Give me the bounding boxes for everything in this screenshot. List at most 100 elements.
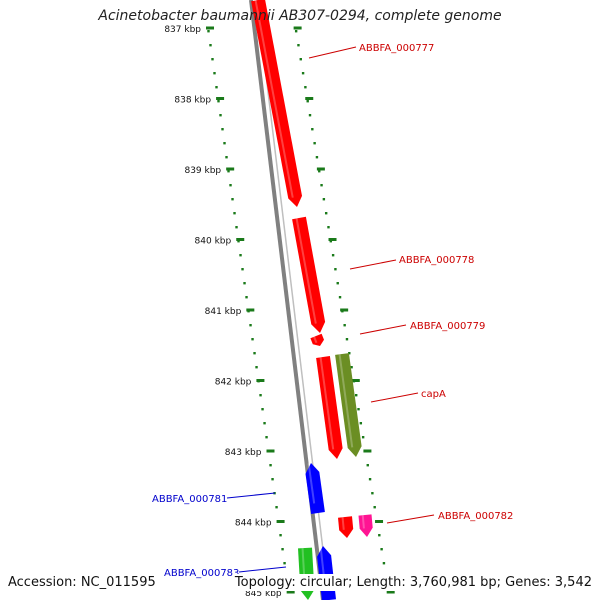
major-tick-mark xyxy=(226,167,235,171)
gene-arrow-abbfa-000777 xyxy=(251,0,302,207)
label-leader-line xyxy=(226,492,276,499)
inner-tick-dot xyxy=(271,478,274,481)
label-leader-line xyxy=(359,324,407,335)
tick-label: 845 kbp xyxy=(245,589,282,599)
outer-tick-dot xyxy=(322,198,326,201)
gene-arrow-abbfa-000779-shade xyxy=(313,336,318,344)
inner-tick-dot xyxy=(223,142,226,145)
major-tick-mark xyxy=(206,26,215,30)
inner-tick-dot xyxy=(261,408,264,411)
inner-tick-dot xyxy=(231,198,234,201)
gene-arrow-abbfa-000784 xyxy=(317,546,336,600)
tick-label: 840 kbp xyxy=(195,237,232,247)
outer-tick-dot xyxy=(348,352,351,355)
gene-arrow-abbfa-000782-shade xyxy=(341,517,345,530)
outer-tick-dot xyxy=(343,324,346,327)
outer-tick-dot xyxy=(378,534,381,537)
gene-label-g783: ABBFA_000783 xyxy=(164,568,239,579)
inner-tick-dot xyxy=(255,366,258,369)
gene-arrow-abbfa-000782 xyxy=(338,516,354,538)
inner-tick-dot xyxy=(245,296,248,299)
tick-layer: 837 kbp 838 kbp 839 kbp 840 kbp 841 kbp 842 k… xyxy=(164,25,395,599)
outer-tick-dot xyxy=(306,100,309,103)
tick-label: 842 kbp xyxy=(215,378,252,388)
outer-tick-dot xyxy=(331,254,335,257)
gene-arrow-abbfa-000781-shade xyxy=(307,463,316,504)
gene-arrow-abbfa-000777-shade xyxy=(254,0,294,198)
outer-tick-dot xyxy=(318,170,321,173)
outer-tick-dot xyxy=(304,86,307,89)
inner-tick-dot xyxy=(221,128,224,131)
outer-tick-dot xyxy=(350,366,353,369)
topology-text: Topology: circular; Length: 3,760,981 bp… xyxy=(232,574,594,591)
outer-tick-dot xyxy=(373,506,376,509)
inner-tick-dot xyxy=(265,436,268,439)
tick-label: 843 kbp xyxy=(225,448,262,458)
gene-arrow-abbfa-000781 xyxy=(305,463,325,514)
inner-tick-dot xyxy=(225,156,228,159)
major-tick-mark-outer xyxy=(375,520,384,523)
major-tick-mark-outer xyxy=(316,167,325,171)
tick-label: 839 kbp xyxy=(184,166,221,176)
map-title: Acinetobacter baumannii AB307-0294, comp… xyxy=(98,8,502,24)
major-tick-mark-outer xyxy=(351,379,360,382)
inner-tick-dot xyxy=(207,30,210,33)
gene-arrow-abbfa-000778-shade xyxy=(295,218,317,324)
inner-tick-dot xyxy=(229,184,232,187)
outer-tick-dot xyxy=(294,30,298,33)
outer-tick-dot xyxy=(371,492,374,495)
major-tick-mark-outer xyxy=(340,308,349,312)
outer-tick-dot xyxy=(361,436,365,439)
outer-tick-dot xyxy=(311,128,314,131)
label-leader-line xyxy=(349,259,397,270)
inner-tick-dot xyxy=(283,562,286,565)
outer-tick-dot xyxy=(366,464,369,467)
outer-tick-dot xyxy=(320,184,323,187)
outer-tick-dot xyxy=(357,408,360,411)
inner-tick-dot xyxy=(263,422,266,425)
inner-tick-dot xyxy=(259,394,262,397)
outer-tick-dot xyxy=(329,240,332,243)
gene-arrow-abbfa-000780-shade xyxy=(319,357,335,450)
outer-tick-dot xyxy=(297,44,300,47)
gene-arrow-abbfa-000780 xyxy=(316,356,343,459)
inner-tick-dot xyxy=(213,72,216,75)
outer-tick-dot xyxy=(315,156,319,159)
outer-tick-dot xyxy=(308,114,312,117)
major-tick-mark xyxy=(216,97,225,100)
gene-features xyxy=(251,0,373,600)
tick-label: 844 kbp xyxy=(235,519,272,529)
gene-arrow-abbfa-000782-partner-shade xyxy=(361,515,365,529)
outer-tick-dot xyxy=(313,142,316,145)
accession-text: Accession: NC_011595 xyxy=(6,574,158,591)
inner-tick-dot xyxy=(235,226,238,229)
gene-label-g779: ABBFA_000779 xyxy=(410,321,485,332)
gene-arrow-abbfa-000778 xyxy=(292,216,326,333)
gene-label-g782: ABBFA_000782 xyxy=(438,511,513,522)
outer-tick-dot xyxy=(368,478,372,481)
inner-tick-dot xyxy=(281,548,284,551)
tick-label: 837 kbp xyxy=(164,25,201,35)
label-leader-line xyxy=(386,514,435,524)
gene-arrow-abbfa-000779 xyxy=(310,333,324,346)
outer-tick-dot xyxy=(336,282,339,285)
inner-tick-dot xyxy=(211,58,214,61)
gene-label-g777: ABBFA_000777 xyxy=(359,43,434,54)
inner-tick-dot xyxy=(243,282,246,285)
tick-label: 838 kbp xyxy=(174,96,211,106)
inner-tick-dot xyxy=(251,338,254,341)
inner-tick-dot xyxy=(233,212,236,215)
label-leader-line xyxy=(370,392,419,403)
gene-label-capA: capA xyxy=(421,389,446,400)
inner-tick-dot xyxy=(215,86,218,89)
major-tick-mark-outer xyxy=(328,238,337,241)
major-tick-mark xyxy=(286,590,295,594)
inner-tick-dot xyxy=(253,352,256,355)
inner-tick-dot xyxy=(275,506,278,509)
major-tick-mark xyxy=(276,520,285,523)
inner-tick-dot xyxy=(209,44,212,47)
inner-tick-dot xyxy=(237,240,240,243)
major-tick-mark xyxy=(236,238,245,241)
gene-label-layer: ABBFA_000777 ABBFA_000778 ABBFA_000779 capA… xyxy=(152,43,513,579)
